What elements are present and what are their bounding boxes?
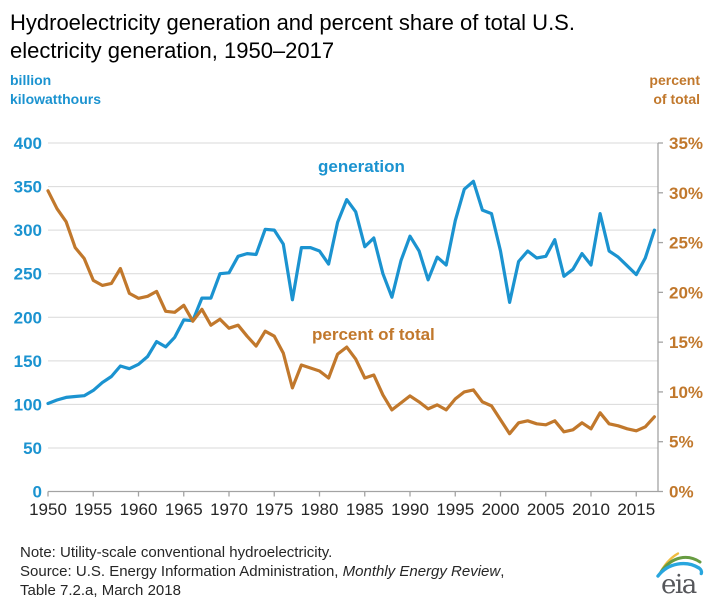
percent-series-label: percent of total xyxy=(312,325,435,344)
left-tick-label: 50 xyxy=(23,439,42,458)
page-title: Hydroelectricity generation and percent … xyxy=(10,9,700,65)
left-tick-label: 300 xyxy=(14,221,42,240)
source-line: Source: U.S. Energy Information Administ… xyxy=(20,562,504,581)
x-tick-label: 1995 xyxy=(436,500,474,519)
title-line-1: Hydroelectricity generation and percent … xyxy=(10,10,575,35)
source-publication: Monthly Energy Review xyxy=(342,563,501,580)
footnote-block: Note: Utility-scale conventional hydroel… xyxy=(20,543,504,600)
left-tick-label: 400 xyxy=(14,134,42,153)
x-tick-label: 2005 xyxy=(527,500,565,519)
eia-logo-blue-arc xyxy=(656,561,704,578)
x-tick-label: 1980 xyxy=(301,500,339,519)
right-tick-label: 10% xyxy=(669,383,703,402)
right-axis-unit-line-1: percent xyxy=(649,72,700,88)
right-tick-label: 5% xyxy=(669,433,694,452)
percent-of-total-line xyxy=(46,189,657,436)
left-tick-label: 250 xyxy=(14,265,42,284)
left-axis-unit-label: billion kilowatthours xyxy=(10,71,101,109)
eia-logo-text: eia xyxy=(661,570,697,598)
x-tick-label: 1970 xyxy=(210,500,248,519)
generation-series-label: generation xyxy=(318,157,405,176)
right-tick-label: 15% xyxy=(669,333,703,352)
left-tick-label: 200 xyxy=(14,308,42,327)
eia-logo: eia xyxy=(656,552,704,598)
left-axis-unit-line-2: kilowatthours xyxy=(10,91,102,107)
x-tick-label: 2010 xyxy=(572,500,610,519)
right-axis-unit-label: percent of total xyxy=(649,71,700,109)
title-line-2: electricity generation, 1950–2017 xyxy=(10,38,335,63)
x-tick-label: 1985 xyxy=(346,500,384,519)
left-tick-label: 150 xyxy=(14,352,42,371)
right-axis-unit-line-2: of total xyxy=(653,91,700,107)
source-prefix: Source: U.S. Energy Information Administ… xyxy=(20,563,343,580)
left-axis-unit-line-1: billion xyxy=(10,72,52,88)
source-suffix: , xyxy=(500,563,505,580)
right-tick-label: 0% xyxy=(669,483,694,502)
x-tick-label: 1950 xyxy=(29,500,67,519)
note-line: Note: Utility-scale conventional hydroel… xyxy=(20,544,333,561)
left-tick-label: 100 xyxy=(14,395,42,414)
left-tick-label: 0 xyxy=(33,483,42,502)
generation-line xyxy=(46,179,657,406)
right-tick-label: 25% xyxy=(669,234,703,253)
x-tick-label: 2015 xyxy=(617,500,655,519)
x-tick-label: 2000 xyxy=(482,500,520,519)
x-tick-label: 1990 xyxy=(391,500,429,519)
x-tick-label: 1965 xyxy=(165,500,203,519)
right-tick-label: 20% xyxy=(669,283,703,302)
left-tick-label: 350 xyxy=(14,178,42,197)
x-tick-label: 1975 xyxy=(255,500,293,519)
right-tick-label: 35% xyxy=(669,134,703,153)
x-tick-label: 1955 xyxy=(74,500,112,519)
right-tick-label: 30% xyxy=(669,184,703,203)
source-line-2: Table 7.2.a, March 2018 xyxy=(20,582,181,599)
x-tick-label: 1960 xyxy=(120,500,158,519)
